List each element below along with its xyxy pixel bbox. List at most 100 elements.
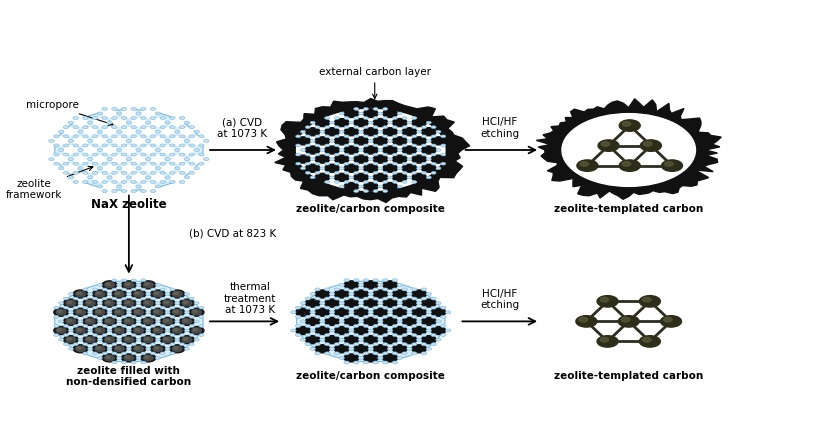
Circle shape xyxy=(339,112,344,115)
Circle shape xyxy=(436,130,440,133)
Circle shape xyxy=(97,356,102,359)
Circle shape xyxy=(141,316,146,318)
Circle shape xyxy=(363,190,368,193)
Circle shape xyxy=(315,153,320,156)
Circle shape xyxy=(421,316,426,318)
Circle shape xyxy=(131,327,146,335)
Circle shape xyxy=(92,117,98,120)
Circle shape xyxy=(373,343,378,346)
Circle shape xyxy=(339,149,344,151)
Circle shape xyxy=(363,279,368,282)
Circle shape xyxy=(363,361,368,364)
Circle shape xyxy=(363,343,368,346)
Circle shape xyxy=(180,128,194,136)
Circle shape xyxy=(354,162,359,165)
Circle shape xyxy=(407,121,412,124)
Circle shape xyxy=(125,283,129,285)
Circle shape xyxy=(141,182,156,190)
Circle shape xyxy=(334,126,339,129)
Circle shape xyxy=(383,354,397,362)
Circle shape xyxy=(344,334,349,336)
Circle shape xyxy=(96,328,100,331)
Circle shape xyxy=(334,345,349,353)
Circle shape xyxy=(383,109,397,117)
Circle shape xyxy=(431,171,436,174)
Circle shape xyxy=(135,292,139,295)
Circle shape xyxy=(102,162,108,165)
Circle shape xyxy=(151,297,156,300)
Circle shape xyxy=(121,135,127,138)
Circle shape xyxy=(344,135,349,138)
Circle shape xyxy=(363,128,378,136)
Circle shape xyxy=(310,311,315,314)
Circle shape xyxy=(392,174,407,182)
Circle shape xyxy=(402,153,407,156)
Circle shape xyxy=(421,146,436,154)
Circle shape xyxy=(618,316,638,327)
Circle shape xyxy=(363,354,378,362)
Circle shape xyxy=(160,352,165,355)
Circle shape xyxy=(392,324,397,328)
Circle shape xyxy=(325,162,330,165)
Circle shape xyxy=(179,171,185,174)
Circle shape xyxy=(115,310,120,313)
Circle shape xyxy=(59,167,64,170)
Circle shape xyxy=(83,352,88,355)
Circle shape xyxy=(54,308,69,316)
Circle shape xyxy=(382,288,388,291)
Circle shape xyxy=(363,135,368,138)
Circle shape xyxy=(131,334,136,336)
Circle shape xyxy=(358,167,363,170)
Text: HCl/HF
etching: HCl/HF etching xyxy=(479,117,518,139)
Circle shape xyxy=(296,135,301,138)
Circle shape xyxy=(184,348,190,350)
Circle shape xyxy=(141,354,156,362)
Circle shape xyxy=(141,171,146,174)
Circle shape xyxy=(382,297,388,300)
Circle shape xyxy=(324,324,330,328)
Circle shape xyxy=(151,316,156,318)
Circle shape xyxy=(325,317,339,325)
Circle shape xyxy=(141,306,146,309)
Circle shape xyxy=(54,153,59,156)
Circle shape xyxy=(146,293,151,295)
Circle shape xyxy=(296,155,310,163)
Circle shape xyxy=(160,146,175,154)
Circle shape xyxy=(172,310,182,315)
Circle shape xyxy=(83,153,88,156)
Circle shape xyxy=(305,316,310,318)
Circle shape xyxy=(402,343,407,346)
Circle shape xyxy=(412,162,416,165)
Circle shape xyxy=(175,338,180,341)
Circle shape xyxy=(160,299,175,307)
Circle shape xyxy=(160,334,165,336)
Circle shape xyxy=(339,302,344,304)
Circle shape xyxy=(402,162,407,165)
Circle shape xyxy=(122,164,136,172)
Circle shape xyxy=(107,311,112,314)
Circle shape xyxy=(426,121,431,124)
Circle shape xyxy=(392,155,407,163)
Circle shape xyxy=(189,135,195,138)
Circle shape xyxy=(88,139,93,142)
Circle shape xyxy=(131,171,137,174)
Circle shape xyxy=(344,299,359,307)
Circle shape xyxy=(121,144,127,147)
Circle shape xyxy=(305,299,320,307)
Circle shape xyxy=(305,135,310,138)
Circle shape xyxy=(421,171,426,174)
Circle shape xyxy=(54,324,59,328)
Circle shape xyxy=(93,308,107,316)
Circle shape xyxy=(59,302,64,304)
Circle shape xyxy=(146,176,151,179)
Circle shape xyxy=(151,290,165,298)
Circle shape xyxy=(78,338,83,341)
Circle shape xyxy=(383,281,397,289)
Circle shape xyxy=(412,155,426,163)
Circle shape xyxy=(315,345,330,353)
Circle shape xyxy=(426,139,431,142)
Circle shape xyxy=(112,288,117,291)
Circle shape xyxy=(445,311,450,314)
Circle shape xyxy=(102,146,117,154)
Circle shape xyxy=(141,336,156,344)
